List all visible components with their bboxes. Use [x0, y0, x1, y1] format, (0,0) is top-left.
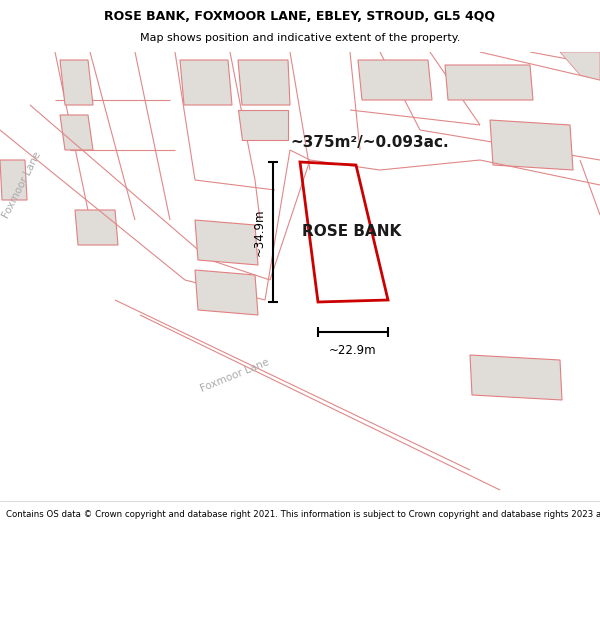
- Polygon shape: [195, 270, 258, 315]
- Text: Map shows position and indicative extent of the property.: Map shows position and indicative extent…: [140, 32, 460, 43]
- Polygon shape: [60, 60, 93, 105]
- Text: ~22.9m: ~22.9m: [329, 344, 377, 356]
- Polygon shape: [0, 160, 27, 200]
- Text: ROSE BANK, FOXMOOR LANE, EBLEY, STROUD, GL5 4QQ: ROSE BANK, FOXMOOR LANE, EBLEY, STROUD, …: [104, 11, 496, 23]
- Text: ~375m²/~0.093ac.: ~375m²/~0.093ac.: [290, 134, 449, 149]
- Text: Foxmoor Lane: Foxmoor Lane: [1, 150, 43, 220]
- Polygon shape: [358, 60, 432, 100]
- Polygon shape: [238, 110, 288, 140]
- Polygon shape: [470, 355, 562, 400]
- Text: Contains OS data © Crown copyright and database right 2021. This information is : Contains OS data © Crown copyright and d…: [6, 510, 600, 519]
- Polygon shape: [180, 60, 232, 105]
- Polygon shape: [445, 65, 533, 100]
- Text: Foxmoor Lane: Foxmoor Lane: [199, 357, 271, 393]
- Polygon shape: [560, 52, 600, 80]
- Polygon shape: [195, 220, 258, 265]
- Polygon shape: [238, 60, 290, 105]
- Polygon shape: [75, 210, 118, 245]
- Text: ROSE BANK: ROSE BANK: [302, 224, 401, 239]
- Text: ~34.9m: ~34.9m: [253, 208, 265, 256]
- Polygon shape: [60, 115, 93, 150]
- Polygon shape: [490, 120, 573, 170]
